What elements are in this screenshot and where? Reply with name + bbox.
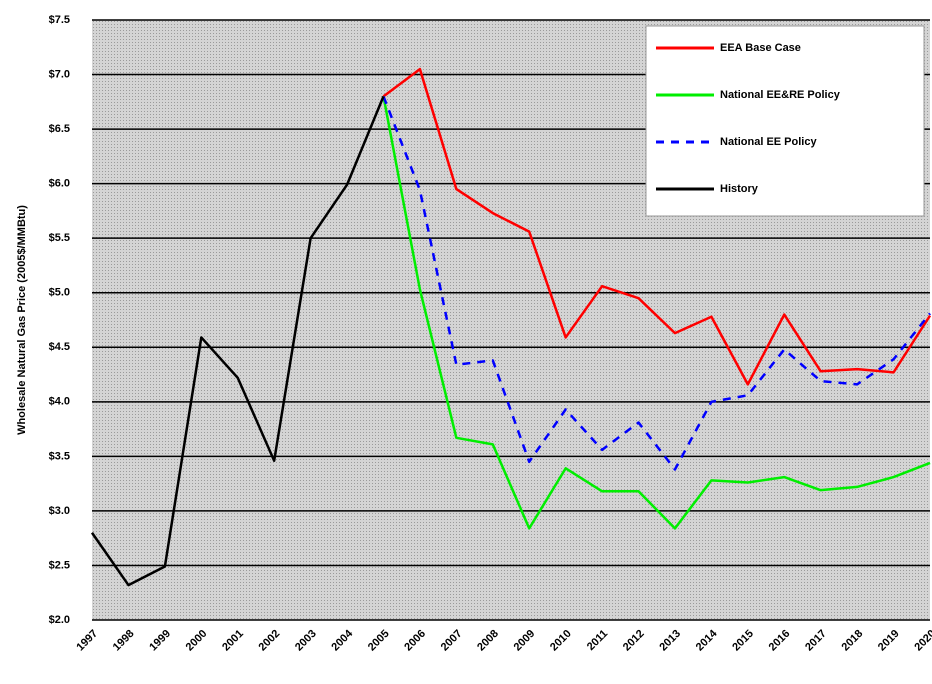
y-tick-label: $3.5 [49,450,70,462]
x-tick-label: 2011 [585,628,610,653]
x-tick-label: 2007 [439,628,465,654]
x-tick-label: 2013 [657,628,683,654]
y-tick-label: $2.5 [49,559,70,571]
series-line [382,95,931,471]
x-tick-label: 2012 [621,628,647,654]
x-tick-label: 2004 [329,627,355,653]
y-tick-label: $3.0 [49,505,70,517]
x-tick-label: 2006 [402,628,428,654]
x-tick-label: 2003 [293,628,319,654]
y-tick-label: $7.0 [49,68,70,80]
series-line [382,67,932,386]
x-tick-label: 2000 [184,628,210,654]
y-tick-label: $2.0 [49,614,70,626]
x-tick-label: 2001 [220,628,246,654]
legend: EEA Base Case National EE&RE Policy Nation… [645,25,925,217]
y-tick-label: $6.0 [49,178,70,190]
y-tick-label: $4.0 [49,396,70,408]
y-tick-label: $5.0 [49,287,70,299]
y-tick-label: $4.5 [49,341,70,353]
x-tick-label: 2010 [548,628,574,654]
y-tick-label: $5.5 [49,232,70,244]
legend-box [645,25,925,217]
x-tick-label: 2002 [257,628,283,654]
series-line [90,95,385,587]
y-tick-label: $7.5 [49,14,70,26]
x-tick-label: 2018 [840,628,866,654]
x-tick-label: 2009 [512,628,538,654]
series-line [382,96,931,530]
x-tick-label: 2017 [803,628,829,654]
legend-label: EEA Base Case [720,42,801,54]
x-tick-label: 2020 [912,628,932,654]
x-tick-label: 2016 [767,628,793,654]
x-tick-label: 1997 [74,628,100,654]
x-tick-label: 2005 [366,628,392,654]
legend-label: National EE Policy [720,136,817,148]
y-tick-label: $6.5 [49,123,70,135]
legend-label: National EE&RE Policy [720,89,841,101]
x-tick-label: 1999 [147,628,173,654]
x-tick-label: 2015 [730,628,756,654]
x-tick-label: 1998 [111,628,137,654]
x-tick-label: 2008 [475,628,501,654]
x-tick-label: 2014 [694,627,720,653]
y-axis-label: Wholesale Natural Gas Price (2005$/MMBtu… [16,205,28,435]
legend-label: History [720,183,759,195]
x-tick-label: 2019 [876,628,902,654]
